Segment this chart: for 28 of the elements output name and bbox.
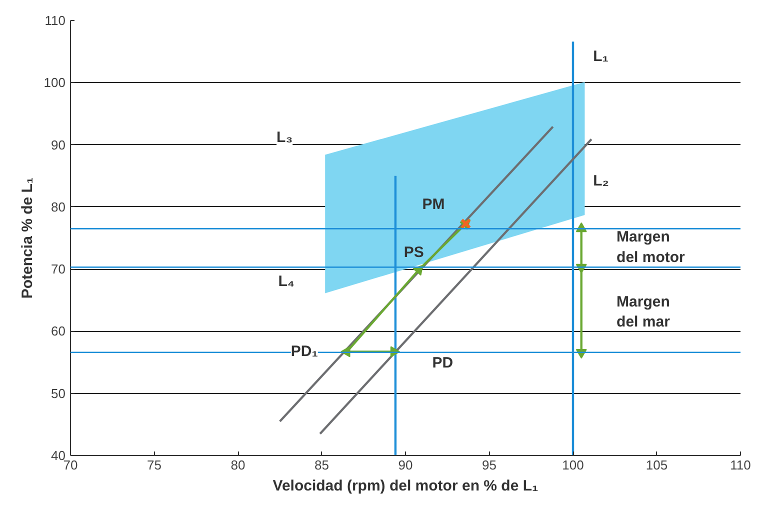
x-tick-label: 110	[730, 458, 751, 472]
x-tick-label: 105	[646, 458, 668, 472]
annotation: PM	[422, 196, 445, 213]
annotation: PD₁	[290, 343, 318, 360]
y-tick-label: 70	[51, 262, 66, 277]
annotation: L₁	[593, 48, 608, 66]
annotation: PD	[432, 354, 454, 372]
x-tick-label: 100	[562, 458, 584, 472]
x-tick-label: 95	[482, 458, 496, 472]
y-tick-label: 40	[51, 448, 66, 463]
x-tick-label: 90	[398, 458, 413, 472]
y-tick-label: 100	[44, 75, 66, 90]
annotation: Margen del motor	[616, 228, 686, 266]
y-tick-label: 110	[44, 13, 66, 28]
y-tick-label: 60	[51, 324, 66, 339]
annotation: Margen del mar	[616, 293, 670, 331]
y-axis-title: Potencia % de L₁	[18, 177, 36, 299]
x-tick-label: 80	[230, 458, 246, 472]
annotation: PS	[404, 244, 424, 261]
y-tick-label: 80	[51, 199, 66, 214]
annotation: L₃	[276, 128, 293, 146]
y-tick-label: 50	[51, 386, 66, 401]
x-tick-label: 85	[314, 458, 329, 472]
x-tick-label: 75	[147, 458, 162, 472]
x-axis-title: Velocidad (rpm) del motor en % de L₁	[272, 478, 538, 494]
annotation: L₄	[278, 273, 295, 290]
annotation: L₂	[593, 172, 609, 190]
y-tick-label: 90	[51, 137, 66, 152]
